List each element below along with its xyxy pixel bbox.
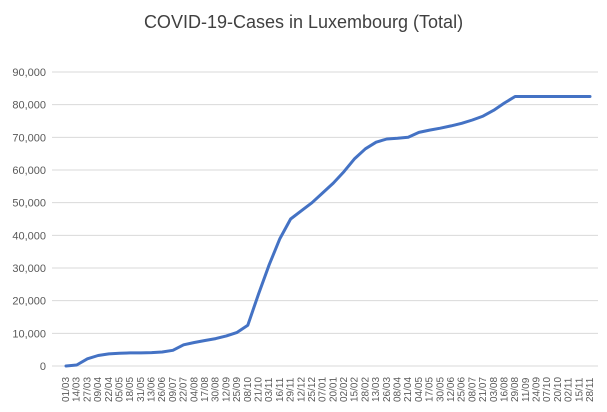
y-tick-label: 20,000 <box>12 296 46 308</box>
x-tick-label: 07/01 <box>318 377 329 402</box>
x-tick-label: 05/05 <box>114 377 125 402</box>
x-tick-label: 25/12 <box>307 377 318 402</box>
x-tick-label: 25/06 <box>457 377 468 402</box>
x-tick-label: 22/04 <box>104 377 115 402</box>
chart-title: COVID-19-Cases in Luxembourg (Total) <box>143 12 464 32</box>
x-tick-label: 18/05 <box>125 377 136 402</box>
y-tick-label: 70,000 <box>12 132 46 144</box>
x-tick-label: 02/02 <box>339 377 350 402</box>
x-tick-label: 21/07 <box>478 377 489 402</box>
x-tick-label: 07/10 <box>542 377 553 402</box>
x-tick-label: 20/01 <box>328 377 339 402</box>
x-tick-label: 08/04 <box>393 377 404 402</box>
x-tick-label: 11/09 <box>521 377 532 402</box>
x-tick-label: 13/03 <box>371 377 382 402</box>
y-tick-label: 30,000 <box>12 263 46 275</box>
x-tick-label: 12/12 <box>296 377 307 402</box>
x-tick-label: 15/02 <box>350 377 361 402</box>
x-tick-label: 20/10 <box>553 377 564 402</box>
x-tick-label: 04/05 <box>414 377 425 402</box>
x-tick-label: 09/04 <box>93 377 104 402</box>
y-tick-label: 0 <box>40 361 46 373</box>
x-tick-label: 08/07 <box>467 377 478 402</box>
series-line <box>64 95 592 368</box>
y-tick-label: 10,000 <box>12 328 46 340</box>
y-tick-label: 40,000 <box>12 230 46 242</box>
x-tick-label: 21/04 <box>403 377 414 402</box>
x-tick-label: 25/09 <box>232 377 243 402</box>
x-tick-label: 02/11 <box>564 377 575 402</box>
x-tick-label: 03/08 <box>489 377 500 402</box>
x-tick-label: 30/08 <box>211 377 222 402</box>
y-tick-label: 50,000 <box>12 198 46 210</box>
x-tick-label: 12/06 <box>446 377 457 402</box>
x-tick-label: 03/11 <box>264 377 275 402</box>
x-tick-label: 16/11 <box>275 377 286 402</box>
x-tick-label: 30/05 <box>435 377 446 402</box>
y-tick-label: 90,000 <box>12 67 46 79</box>
x-tick-label: 28/02 <box>360 377 371 402</box>
x-tick-label: 08/10 <box>243 377 254 402</box>
x-tick-label: 17/05 <box>425 377 436 402</box>
x-tick-label: 26/06 <box>157 377 168 402</box>
x-tick-label: 01/03 <box>61 377 72 402</box>
x-tick-label: 04/08 <box>189 377 200 402</box>
x-tick-label: 28/11 <box>585 377 596 402</box>
x-tick-label: 21/10 <box>253 377 264 402</box>
x-tick-label: 22/07 <box>179 377 190 402</box>
x-tick-label: 17/08 <box>200 377 211 402</box>
x-tick-label: 31/05 <box>136 377 147 402</box>
x-tick-label: 15/11 <box>574 377 585 402</box>
x-tick-label: 14/03 <box>72 377 83 402</box>
x-tick-label: 29/08 <box>510 377 521 402</box>
x-tick-label: 29/11 <box>286 377 297 402</box>
x-tick-label: 24/09 <box>532 377 543 402</box>
x-tick-label: 13/06 <box>147 377 158 402</box>
x-tick-label: 12/09 <box>221 377 232 402</box>
x-tick-label: 09/07 <box>168 377 179 402</box>
y-tick-label: 60,000 <box>12 165 46 177</box>
x-tick-label: 26/03 <box>382 377 393 402</box>
x-tick-label: 27/03 <box>82 377 93 402</box>
x-tick-label: 16/08 <box>499 377 510 402</box>
y-tick-label: 80,000 <box>12 100 46 112</box>
